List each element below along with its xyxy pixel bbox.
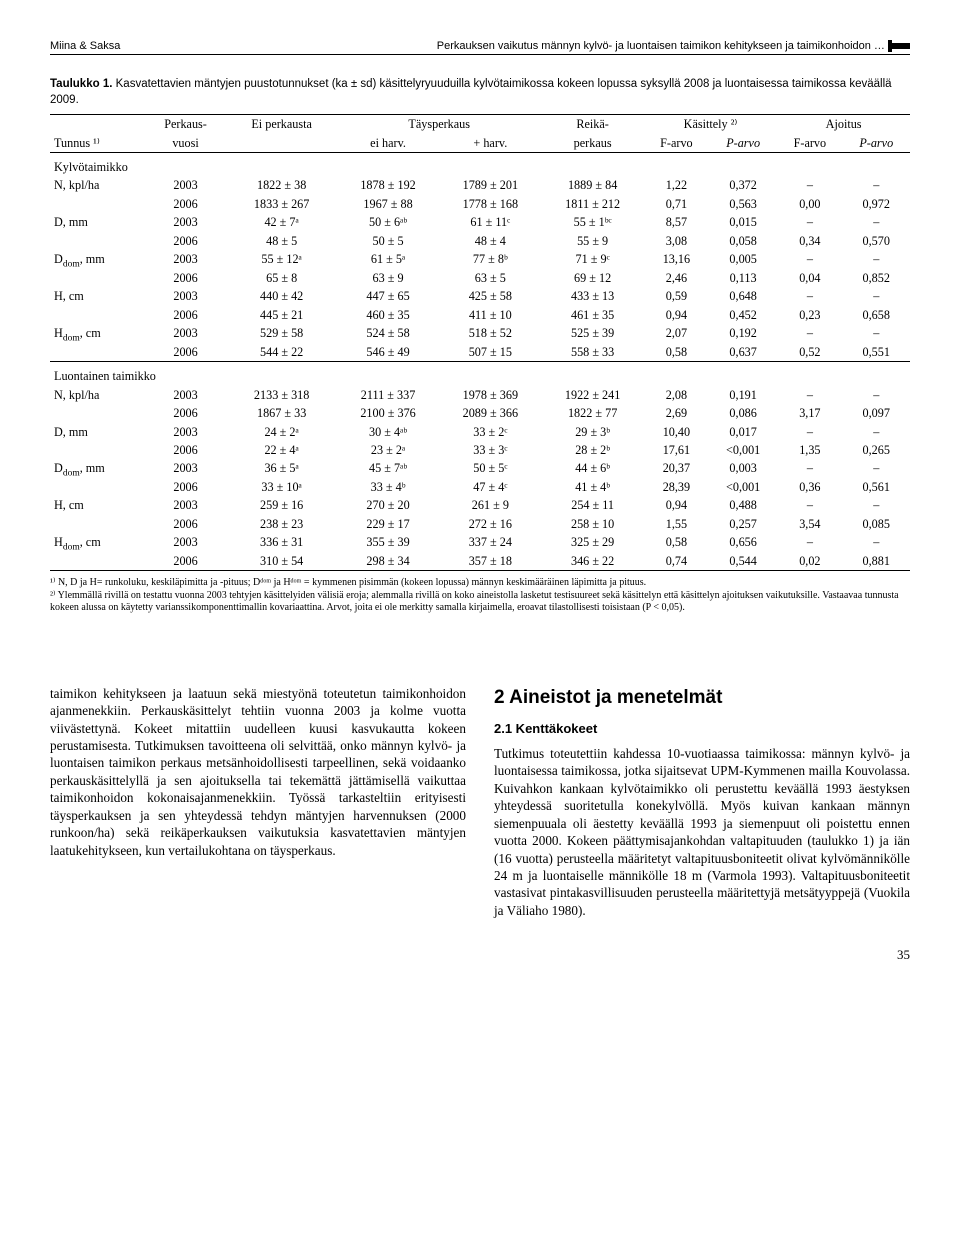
table-row: H, cm2003440 ± 42447 ± 65425 ± 58433 ± 1… bbox=[50, 287, 910, 305]
table-row: 2006310 ± 54298 ± 34357 ± 18346 ± 220,74… bbox=[50, 552, 910, 571]
table-footnotes: ¹⁾ N, D ja H= runkoluku, keskiläpimitta … bbox=[50, 577, 910, 615]
table-row: 200665 ± 863 ± 963 ± 569 ± 122,460,1130,… bbox=[50, 269, 910, 287]
table-caption-text: Kasvatettavien mäntyjen puustotunnukset … bbox=[50, 78, 892, 106]
end-mark-icon bbox=[892, 43, 910, 49]
table-header-row-2: Tunnus ¹⁾ vuosi ei harv. + harv. perkaus… bbox=[50, 134, 910, 153]
page-number: 35 bbox=[50, 947, 910, 963]
table-row: Ddom, mm200336 ± 5ᵃ45 ± 7ᵃᵇ50 ± 5ᶜ44 ± 6… bbox=[50, 459, 910, 477]
table-row: 200622 ± 4ᵃ23 ± 2ᵃ33 ± 3ᶜ28 ± 2ᵇ17,61<0,… bbox=[50, 441, 910, 459]
table-row: Hdom, cm2003529 ± 58524 ± 58518 ± 52525 … bbox=[50, 324, 910, 342]
table-row: 2006238 ± 23229 ± 17272 ± 16258 ± 101,55… bbox=[50, 515, 910, 533]
table-row: N, kpl/ha20032133 ± 3182111 ± 3371978 ± … bbox=[50, 386, 910, 404]
table-row: 200633 ± 10ᵃ33 ± 4ᵇ47 ± 4ᶜ41 ± 4ᵇ28,39<0… bbox=[50, 478, 910, 496]
table-header-row-1: Perkaus- Ei perkausta Täysperkaus Reikä-… bbox=[50, 115, 910, 134]
table-row: D, mm200324 ± 2ᵃ30 ± 4ᵃᵇ33 ± 2ᶜ29 ± 3ᵇ10… bbox=[50, 423, 910, 441]
table-row: 2006445 ± 21460 ± 35411 ± 10461 ± 350,94… bbox=[50, 306, 910, 324]
body-right-column: 2 Aineistot ja menetelmät 2.1 Kenttäkoke… bbox=[494, 685, 910, 919]
table-row: 200648 ± 550 ± 548 ± 455 ± 93,080,0580,3… bbox=[50, 232, 910, 250]
table-row: D, mm200342 ± 7ᵃ50 ± 6ᵃᵇ61 ± 11ᶜ55 ± 1ᵇᶜ… bbox=[50, 213, 910, 231]
table-row: 2006544 ± 22546 ± 49507 ± 15558 ± 330,58… bbox=[50, 343, 910, 362]
running-head: Miina & Saksa Perkauksen vaikutus männyn… bbox=[50, 40, 910, 55]
subsection-heading: 2.1 Kenttäkokeet bbox=[494, 720, 910, 737]
table-row: Hdom, cm2003336 ± 31355 ± 39337 ± 24325 … bbox=[50, 533, 910, 551]
table-row: Ddom, mm200355 ± 12ᵃ61 ± 5ᵃ77 ± 8ᵇ71 ± 9… bbox=[50, 250, 910, 268]
table-section-heading: Luontainen taimikko bbox=[50, 362, 910, 386]
table-section-heading: Kylvötaimikko bbox=[50, 152, 910, 176]
table-row: H, cm2003259 ± 16270 ± 20261 ± 9254 ± 11… bbox=[50, 496, 910, 514]
table-row: 20061867 ± 332100 ± 3762089 ± 3661822 ± … bbox=[50, 404, 910, 422]
running-head-right: Perkauksen vaikutus männyn kylvö- ja luo… bbox=[437, 40, 910, 52]
table-caption: Taulukko 1. Kasvatettavien mäntyjen puus… bbox=[50, 77, 910, 108]
data-table: Perkaus- Ei perkausta Täysperkaus Reikä-… bbox=[50, 114, 910, 571]
body-columns: taimikon kehitykseen ja laatuun sekä mie… bbox=[50, 685, 910, 919]
table-row: 20061833 ± 2671967 ± 881778 ± 1681811 ± … bbox=[50, 195, 910, 213]
body-left-column: taimikon kehitykseen ja laatuun sekä mie… bbox=[50, 685, 466, 919]
footnote-1: ¹⁾ N, D ja H= runkoluku, keskiläpimitta … bbox=[50, 577, 910, 590]
section-heading: 2 Aineistot ja menetelmät bbox=[494, 685, 910, 710]
table-caption-label: Taulukko 1. bbox=[50, 78, 112, 90]
table-row: N, kpl/ha20031822 ± 381878 ± 1921789 ± 2… bbox=[50, 176, 910, 194]
footnote-2: ²⁾ Ylemmällä rivillä on testattu vuonna … bbox=[50, 590, 910, 615]
running-head-left: Miina & Saksa bbox=[50, 40, 120, 52]
